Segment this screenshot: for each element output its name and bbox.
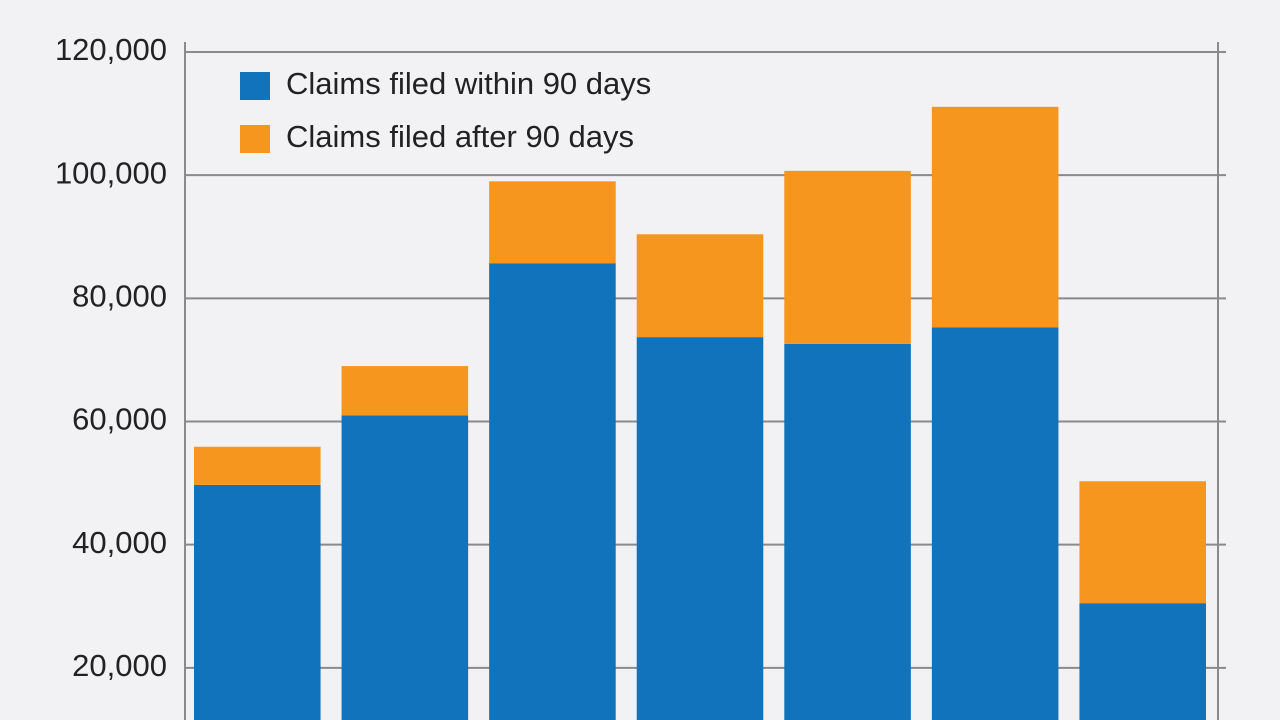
y-tick-label: 20,000 [72, 648, 167, 683]
bar-segment [489, 181, 616, 264]
legend-swatch [240, 72, 270, 100]
y-tick-label: 120,000 [55, 32, 167, 67]
y-tick-label: 80,000 [72, 279, 167, 314]
bar-segment [489, 263, 616, 720]
y-tick-label: 100,000 [55, 155, 167, 190]
bar-segment [1079, 481, 1206, 604]
y-tick-label: 60,000 [72, 402, 167, 437]
legend-label: Claims filed within 90 days [286, 66, 651, 101]
bar-segment [194, 446, 321, 485]
legend-swatch [240, 125, 270, 153]
bar-segment [341, 366, 469, 416]
y-tick-label: 40,000 [72, 525, 167, 560]
bar-segment [931, 106, 1059, 328]
bar-segment [194, 484, 321, 720]
bar-segment [931, 327, 1059, 720]
bar-segment [341, 415, 469, 720]
bar-segment [636, 234, 764, 338]
bar-segment [636, 337, 764, 720]
legend-label: Claims filed after 90 days [286, 119, 634, 154]
bar-segment [1079, 603, 1206, 720]
bar-segment [784, 343, 911, 720]
bar-segment [784, 170, 911, 344]
